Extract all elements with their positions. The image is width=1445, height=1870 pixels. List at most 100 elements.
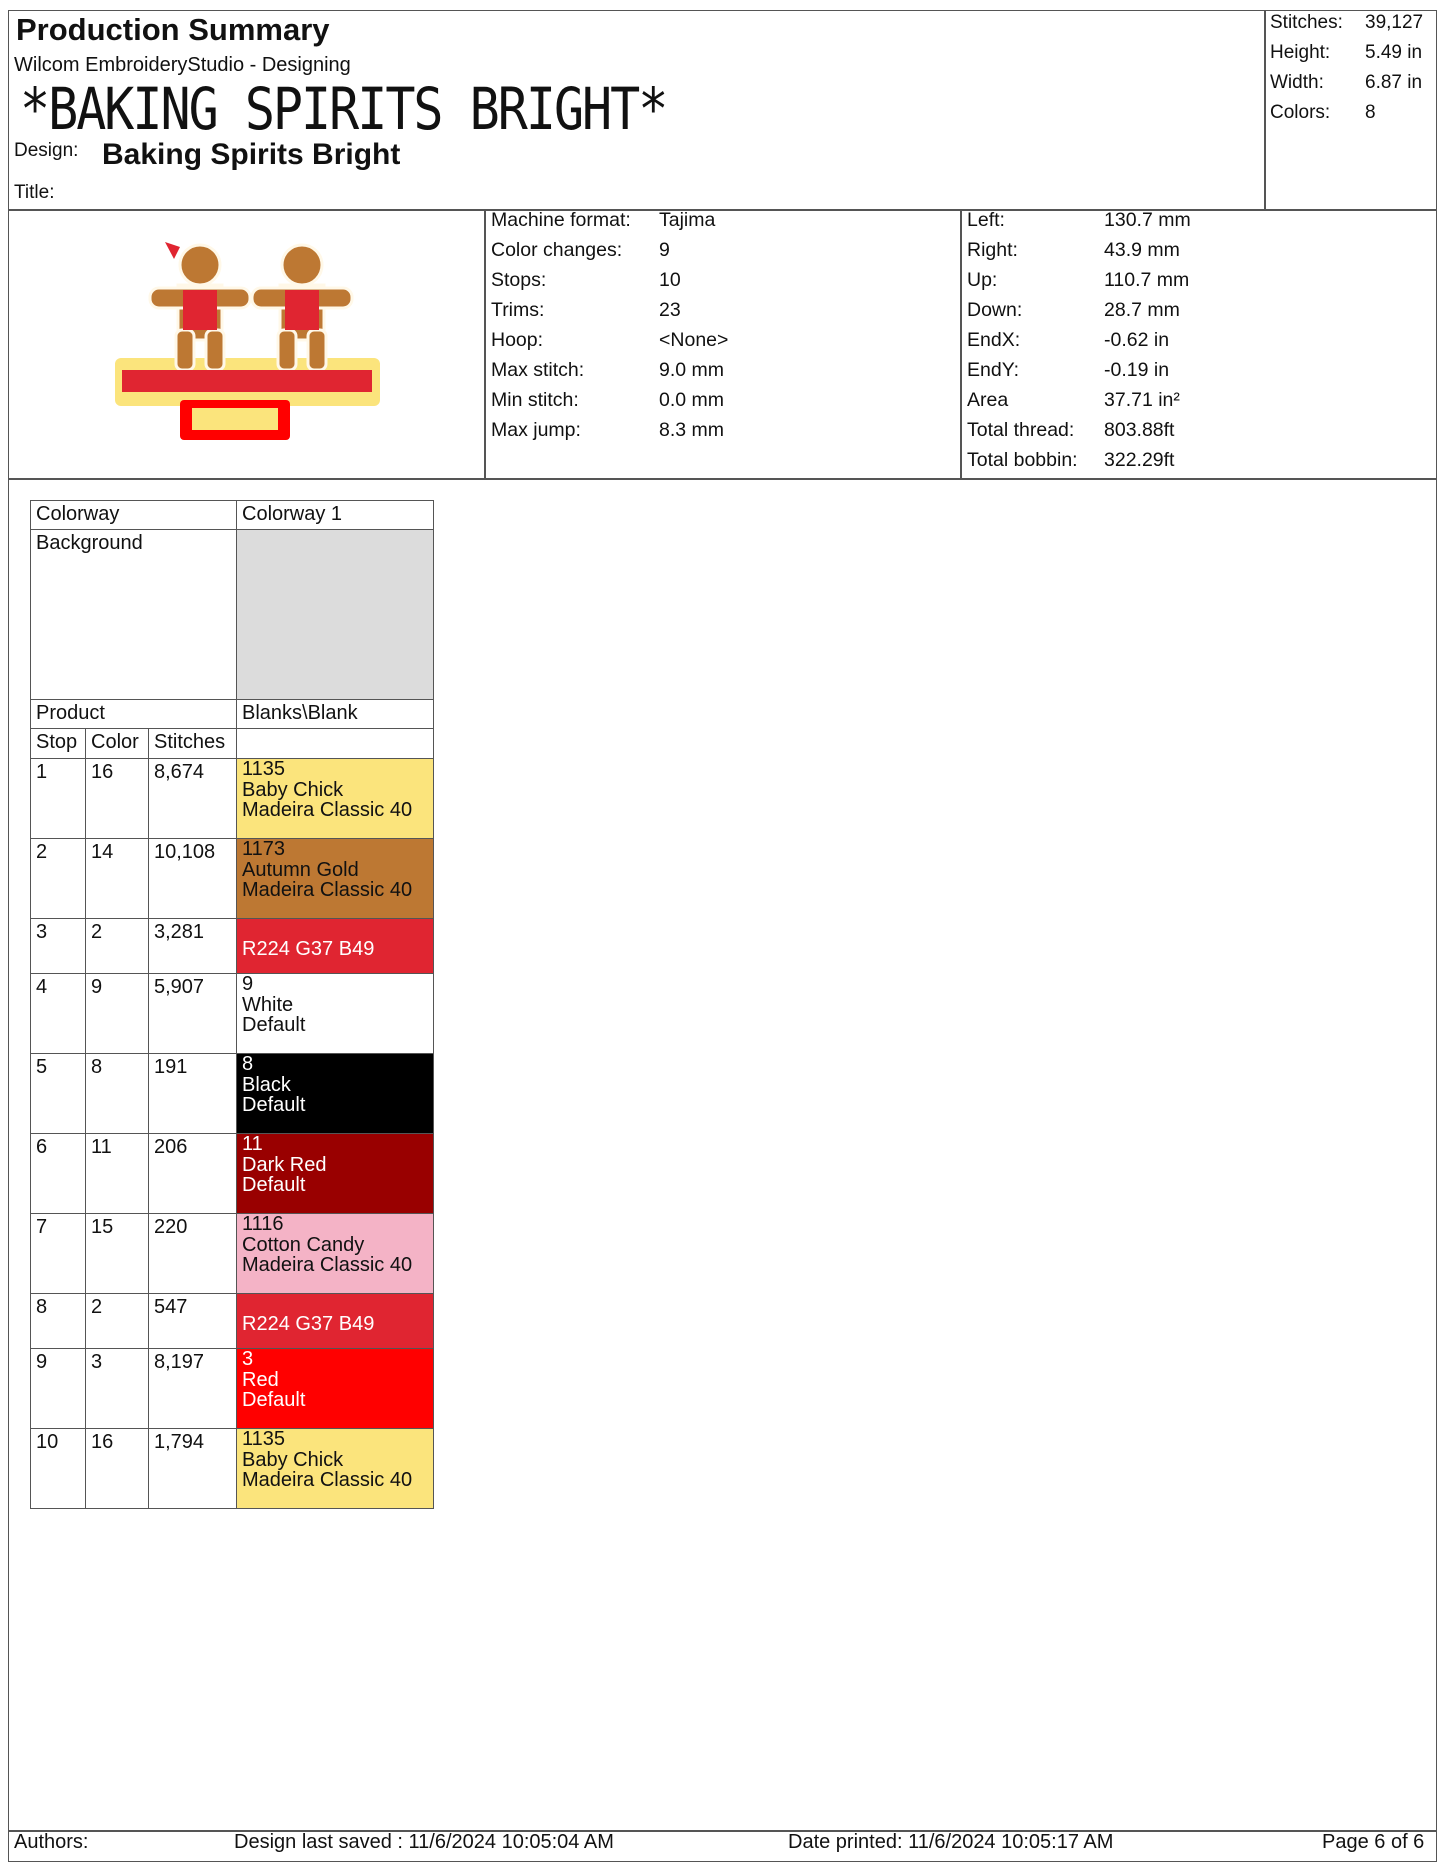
thread-name: Autumn Gold — [242, 858, 359, 881]
info-value: <None> — [659, 329, 729, 351]
info-label: Stops: — [491, 269, 547, 291]
info-row: Trims: 23 — [491, 299, 728, 329]
design-value: Baking Spirits Bright — [102, 138, 401, 171]
info-row: Stitches: 39,127 — [1270, 12, 1423, 42]
info-value: 0.0 mm — [659, 389, 725, 411]
thread-row: 10 16 1,794 1135 Baby Chick Madeira Classic … — [30, 1428, 434, 1509]
thread-swatch: 1135 Baby Chick Madeira Classic 40 — [236, 758, 434, 839]
info-label: Max stitch: — [491, 359, 585, 381]
info-value: -0.62 in — [1104, 329, 1170, 351]
stop-cell: 9 — [30, 1348, 86, 1429]
thread-row: 5 8 191 8 Black Default — [30, 1053, 434, 1134]
colorway-table: Colorway Colorway 1 Background Product Bla… — [30, 500, 434, 1509]
color-cell: 11 — [85, 1133, 149, 1214]
stitches-cell: 3,281 — [148, 918, 237, 974]
design-name-large: *BAKING SPIRITS BRIGHT* — [20, 76, 668, 143]
thread-row: 6 11 206 11 Dark Red Default — [30, 1133, 434, 1214]
color-cell: 2 — [85, 1293, 149, 1349]
info-row: Total bobbin: 322.29ft — [967, 449, 1191, 479]
color-cell: 9 — [85, 973, 149, 1054]
info-value: 28.7 mm — [1104, 299, 1180, 321]
thread-swatch: R224 G37 B49 — [236, 918, 434, 974]
info-value: 10 — [659, 269, 681, 291]
info-row: Min stitch: 0.0 mm — [491, 389, 728, 419]
info-value: 39,127 — [1365, 12, 1424, 33]
thread-code: 1135 — [242, 758, 286, 780]
info-value: 5.49 in — [1365, 42, 1423, 63]
info-row: Color changes: 9 — [491, 239, 728, 269]
extent-info: Left: 130.7 mm Right: 43.9 mm Up: 110.7 mm Dow… — [967, 209, 1191, 479]
machine-info: Machine format: Tajima Color changes: 9 Stop… — [491, 209, 728, 449]
thread-row: 8 2 547 R224 G37 B49 — [30, 1293, 434, 1349]
thread-code: 11 — [242, 1133, 263, 1155]
thread-name: Baby Chick — [242, 1448, 344, 1471]
thread-code: 1135 — [242, 1428, 286, 1450]
stop-cell: 2 — [30, 838, 86, 919]
thread-brand: Madeira Classic 40 — [242, 1254, 413, 1276]
thread-row: 9 3 8,197 3 Red Default — [30, 1348, 434, 1429]
divider — [484, 209, 486, 479]
info-row: Width: 6.87 in — [1270, 72, 1423, 102]
info-value: Tajima — [659, 209, 716, 231]
info-row: Stops: 10 — [491, 269, 728, 299]
thread-swatch: 1135 Baby Chick Madeira Classic 40 — [236, 1428, 434, 1509]
title-label: Title: — [14, 182, 55, 203]
stop-cell: 8 — [30, 1293, 86, 1349]
info-row: Machine format: Tajima — [491, 209, 728, 239]
stop-cell: 5 — [30, 1053, 86, 1134]
color-cell: 8 — [85, 1053, 149, 1134]
thread-name: R224 G37 B49 — [242, 938, 375, 960]
info-label: Area — [967, 389, 1009, 411]
thread-code: 8 — [242, 1053, 254, 1075]
info-value: 9.0 mm — [659, 359, 725, 381]
footer-page-number: Page 6 of 6 — [1322, 1831, 1425, 1853]
thread-swatch: 1116 Cotton Candy Madeira Classic 40 — [236, 1213, 434, 1294]
divider — [8, 478, 1437, 480]
color-cell: 14 — [85, 838, 149, 919]
info-value: 8 — [1365, 102, 1376, 123]
info-value: 322.29ft — [1104, 449, 1175, 471]
color-cell: 16 — [85, 1428, 149, 1509]
footer-authors: Authors: — [14, 1831, 89, 1853]
column-header-stop: Stop — [30, 728, 86, 759]
info-value: 130.7 mm — [1104, 209, 1191, 231]
stop-cell: 4 — [30, 973, 86, 1054]
info-value: 9 — [659, 239, 670, 261]
thread-row: 3 2 3,281 R224 G37 B49 — [30, 918, 434, 974]
info-value: 6.87 in — [1365, 72, 1423, 93]
info-label: Height: — [1270, 42, 1331, 63]
thread-swatch: R224 G37 B49 — [236, 1293, 434, 1349]
stitches-cell: 547 — [148, 1293, 237, 1349]
info-row: Max stitch: 9.0 mm — [491, 359, 728, 389]
divider — [960, 209, 962, 479]
info-label: EndX: — [967, 329, 1021, 351]
thread-name: Baby Chick — [242, 778, 344, 801]
stop-cell: 6 — [30, 1133, 86, 1214]
info-label: Colors: — [1270, 102, 1331, 123]
info-row: Area 37.71 in² — [967, 389, 1191, 419]
color-cell: 2 — [85, 918, 149, 974]
thread-brand: Default — [242, 1174, 306, 1196]
info-row: Down: 28.7 mm — [967, 299, 1191, 329]
design-label: Design: — [14, 140, 79, 161]
stitches-cell: 1,794 — [148, 1428, 237, 1509]
stop-cell: 1 — [30, 758, 86, 839]
divider — [1264, 10, 1266, 210]
thread-swatch: 3 Red Default — [236, 1348, 434, 1429]
info-value: 803.88ft — [1104, 419, 1175, 441]
thread-code: 9 — [242, 973, 254, 995]
product-label: Product — [30, 699, 237, 729]
info-value: 37.71 in² — [1104, 389, 1180, 411]
thread-name: Dark Red — [242, 1153, 327, 1176]
stats-box: Stitches: 39,127 Height: 5.49 in Width: 6.87 … — [1270, 12, 1423, 132]
thread-row: 4 9 5,907 9 White Default — [30, 973, 434, 1054]
report-title: Production Summary — [16, 12, 330, 47]
thread-swatch: 11 Dark Red Default — [236, 1133, 434, 1214]
stitches-cell: 10,108 — [148, 838, 237, 919]
info-label: Right: — [967, 239, 1018, 261]
thread-brand: Madeira Classic 40 — [242, 1469, 413, 1491]
thread-row: 1 16 8,674 1135 Baby Chick Madeira Classic 4… — [30, 758, 434, 839]
colorway-label: Colorway — [30, 500, 237, 530]
thread-code — [242, 919, 428, 939]
info-value: 43.9 mm — [1104, 239, 1180, 261]
